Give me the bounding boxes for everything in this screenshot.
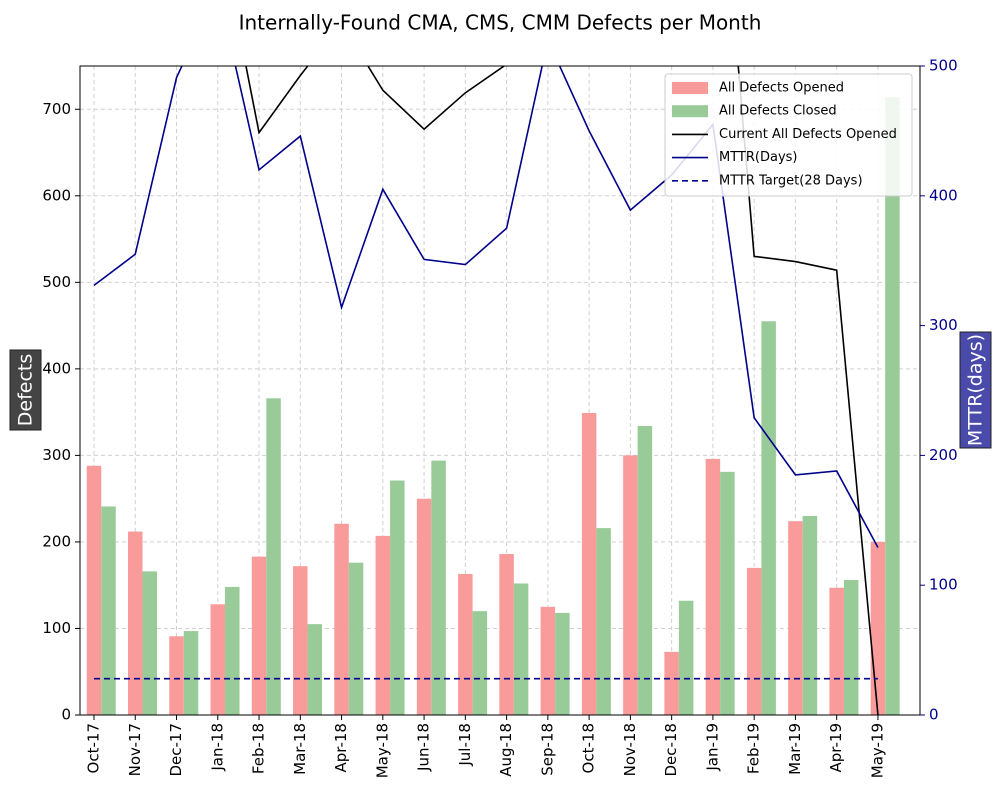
y-tick-label: 700 bbox=[42, 100, 71, 118]
y2-tick-label: 0 bbox=[929, 706, 939, 724]
bar bbox=[266, 398, 281, 715]
y-tick-label: 200 bbox=[42, 532, 71, 550]
plot-frame bbox=[79, 65, 921, 716]
bar bbox=[86, 465, 102, 715]
x-tick-label: Feb-18 bbox=[250, 723, 268, 774]
bar bbox=[183, 631, 199, 715]
legend-label: Current All Defects Opened bbox=[719, 127, 897, 142]
x-tick-label: Oct-17 bbox=[85, 723, 103, 773]
bar bbox=[390, 480, 405, 715]
x-tick-label: Nov-18 bbox=[621, 723, 639, 776]
bar bbox=[870, 541, 886, 715]
bar bbox=[128, 531, 143, 715]
bar bbox=[746, 567, 762, 715]
bar bbox=[307, 624, 323, 715]
bar bbox=[664, 651, 679, 715]
y2-tick-label: 200 bbox=[929, 446, 958, 464]
x-tick-label: Oct-18 bbox=[580, 723, 598, 773]
bar bbox=[843, 580, 859, 715]
x-tick-label: Jul-18 bbox=[456, 723, 474, 767]
bar bbox=[885, 97, 900, 716]
bar bbox=[596, 528, 611, 715]
bar bbox=[334, 523, 349, 715]
legend-swatch bbox=[672, 82, 708, 94]
y-tick-label: 100 bbox=[42, 619, 71, 637]
bar bbox=[540, 606, 556, 715]
bar bbox=[169, 636, 184, 715]
bar bbox=[458, 573, 473, 715]
y-axis-label: Defects bbox=[15, 354, 37, 427]
bar bbox=[581, 412, 597, 715]
bar bbox=[829, 587, 844, 715]
y-tick-label: 600 bbox=[42, 186, 71, 204]
bar bbox=[375, 535, 391, 715]
bar bbox=[555, 612, 570, 715]
bar bbox=[499, 554, 514, 715]
y-tick-label: 0 bbox=[61, 706, 71, 724]
bar bbox=[761, 321, 776, 715]
bar bbox=[802, 515, 818, 715]
bar bbox=[225, 586, 240, 715]
x-tick-label: Mar-18 bbox=[291, 723, 309, 775]
y-label-box bbox=[9, 349, 42, 431]
legend-swatch bbox=[672, 105, 708, 118]
bar bbox=[637, 425, 653, 715]
x-tick-label: Dec-17 bbox=[167, 723, 185, 777]
legend-label: MTTR Target(28 Days) bbox=[719, 173, 863, 188]
y2-tick-label: 500 bbox=[929, 57, 958, 75]
bar bbox=[416, 498, 432, 715]
bar bbox=[348, 562, 364, 715]
y-tick-label: 500 bbox=[42, 273, 71, 291]
y2-tick-label: 300 bbox=[929, 316, 958, 334]
x-tick-label: Jan-18 bbox=[208, 723, 226, 772]
y2-tick-label: 100 bbox=[929, 576, 958, 594]
y-tick-label: 400 bbox=[42, 359, 71, 377]
bar bbox=[678, 600, 694, 715]
x-tick-label: Nov-17 bbox=[126, 723, 144, 776]
x-tick-label: May-19 bbox=[868, 723, 886, 778]
legend-label: MTTR(Days) bbox=[719, 150, 798, 165]
bar bbox=[142, 571, 158, 715]
bar bbox=[623, 455, 638, 715]
bar bbox=[251, 556, 267, 715]
x-tick-label: Jan-19 bbox=[703, 723, 721, 772]
x-tick-label: Aug-18 bbox=[497, 723, 515, 777]
y-tick-label: 300 bbox=[42, 446, 71, 464]
x-tick-label: Sep-18 bbox=[538, 723, 556, 776]
x-tick-label: May-18 bbox=[373, 723, 391, 778]
x-tick-label: Dec-18 bbox=[662, 723, 680, 777]
x-tick-label: Feb-19 bbox=[745, 723, 763, 774]
bar bbox=[472, 611, 488, 715]
y2-tick-label: 400 bbox=[929, 186, 958, 204]
y2-label-box bbox=[959, 331, 992, 449]
bar bbox=[788, 521, 803, 715]
bar bbox=[210, 604, 226, 715]
bar bbox=[101, 506, 116, 715]
chart-title: Internally-Found CMA, CMS, CMM Defects p… bbox=[239, 11, 762, 35]
legend-label: All Defects Closed bbox=[719, 104, 837, 119]
bar bbox=[293, 566, 308, 715]
y2-axis-label: MTTR(days) bbox=[965, 334, 987, 446]
x-tick-label: Jun-18 bbox=[415, 723, 433, 772]
bar bbox=[720, 471, 735, 715]
legend-frame bbox=[664, 73, 913, 197]
bar bbox=[513, 583, 529, 715]
x-tick-label: Apr-19 bbox=[827, 723, 845, 773]
bar bbox=[705, 458, 721, 715]
x-tick-label: Mar-19 bbox=[786, 723, 804, 775]
bar bbox=[431, 460, 446, 715]
x-tick-label: Apr-18 bbox=[332, 723, 350, 773]
legend-label: All Defects Opened bbox=[719, 81, 844, 96]
line-series bbox=[93, 66, 879, 548]
